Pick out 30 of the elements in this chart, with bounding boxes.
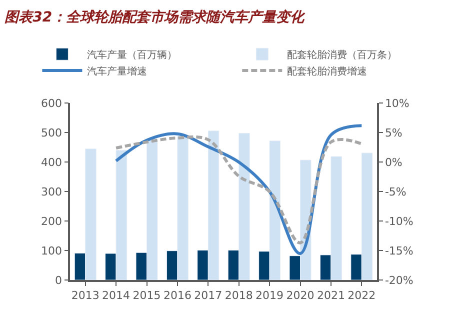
y-tick-label: 500 [41, 126, 62, 140]
x-tick-label: 2018 [224, 288, 253, 302]
y2-tick-label: 10% [384, 97, 410, 110]
y2-tick-label: -10% [384, 214, 414, 228]
y-tick-label: 300 [41, 185, 62, 198]
x-tick-label: 2022 [348, 288, 376, 302]
legend-label: 配套轮胎消费（百万条） [287, 49, 398, 62]
y2-tick-label: -20% [384, 274, 414, 287]
x-tick-label: 2014 [102, 288, 130, 302]
y-tick-label: 0 [55, 274, 62, 287]
y-tick-label: 600 [41, 97, 62, 110]
x-tick-label: 2019 [256, 288, 284, 302]
y-tick-label: 100 [41, 244, 62, 258]
y-tick-label: 400 [41, 156, 62, 169]
x-tick-label: 2013 [71, 288, 100, 302]
legend-label: 配套轮胎消费增速 [287, 65, 368, 78]
x-tick-label: 2020 [286, 288, 314, 302]
x-tick-label: 2021 [316, 288, 345, 302]
legend-label: 汽车产量（百万辆） [87, 49, 178, 62]
x-tick-label: 2017 [194, 288, 222, 302]
y2-tick-label: 0% [384, 156, 402, 169]
y2-tick-label: -15% [384, 244, 414, 258]
line-series [114, 135, 364, 244]
x-tick-label: 2016 [163, 288, 192, 302]
x-tick-label: 2015 [132, 288, 161, 302]
y2-tick-label: -5% [384, 185, 406, 198]
legend-label: 汽车产量增速 [87, 65, 148, 78]
y-tick-label: 200 [41, 214, 62, 228]
chart-title: 图表32：全球轮胎配套市场需求随汽车产量变化 [4, 8, 306, 26]
y2-tick-label: 5% [384, 126, 402, 140]
